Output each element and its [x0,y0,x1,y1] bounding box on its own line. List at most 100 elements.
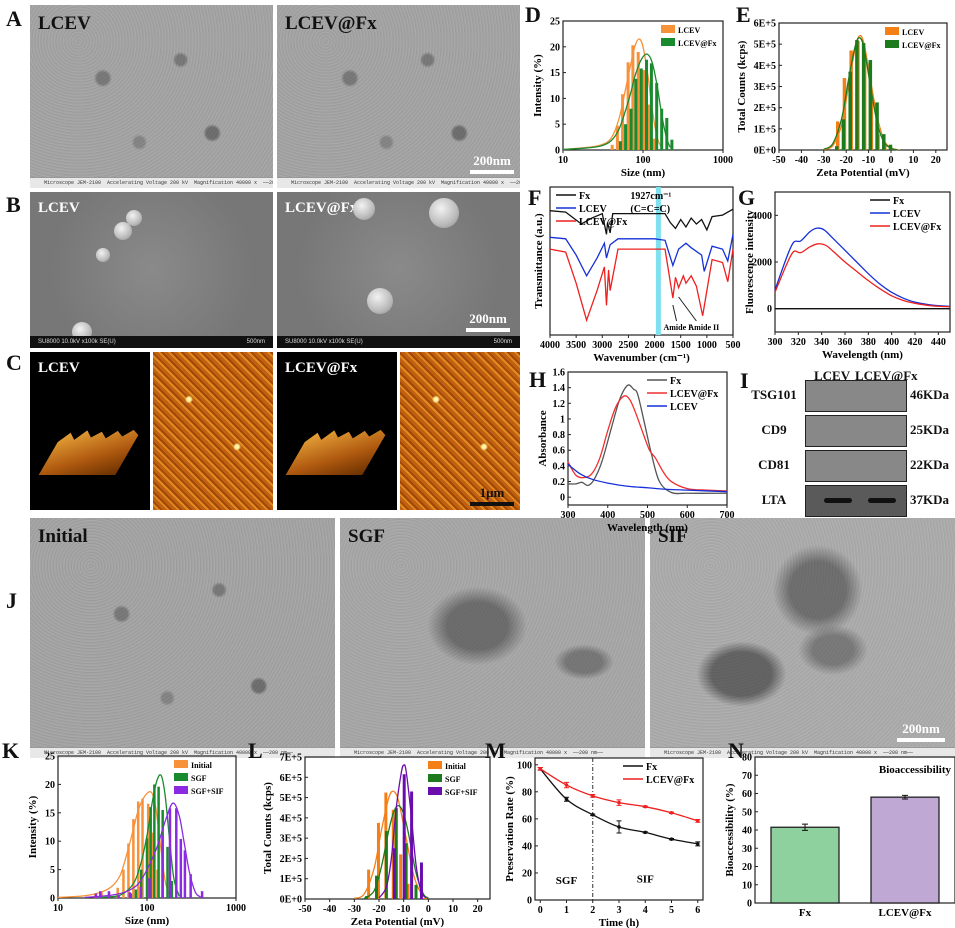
info-magnification: Magnification 40000 x [814,750,878,756]
error-bar [537,766,543,771]
y-axis-label: Bioaccessibility (%) [724,783,736,877]
blot-lta [805,485,907,517]
bar [107,891,111,898]
bar [414,884,418,899]
x-tick-label: 500 [726,340,741,351]
bar [399,854,403,899]
x-tick-label: 1000 [697,340,717,351]
image-label: SGF [348,526,385,547]
x-tick-label: 440 [931,337,946,348]
legend-swatch [885,40,899,48]
legend-label: SGF+SIF [445,788,478,797]
series-lcev [562,38,663,151]
annotation: SIF [637,873,654,885]
microscope-info-bar: Microscope JEM-2100 Accelerating Voltage … [650,747,955,758]
y-tick-label: 5 [50,865,55,876]
bar [645,59,649,151]
y-tick-label: 1.4 [553,383,566,394]
x-tick-label: 4 [643,905,648,916]
y-tick-label: 1.2 [553,399,566,410]
error-bar [669,837,674,841]
bar [139,886,143,898]
bar [868,60,873,150]
chart-k: 0 5 10 15 20 25 10 100 1000 Size (nm) Intensity (%… [27,752,246,928]
error-bar [564,796,569,802]
x-axis-label: Time (h) [599,917,640,928]
y-tick-label: 6E+5 [754,19,776,30]
legend-swatch [661,25,675,33]
y-tick-label: 10 [742,880,752,891]
x-tick-label: 4000 [540,340,560,351]
scale-bar-label: 200nm [469,311,507,326]
bar [642,70,646,150]
image-label: LCEV [38,200,80,216]
legend-label: LCEV [893,209,922,220]
x-tick-label: 400 [884,337,899,348]
bar [615,125,619,150]
legend-label: SGF+SIF [191,787,224,796]
scale-bar: 200nm [466,311,510,332]
info-scale: ——200 nm—— [883,750,914,756]
series-lcev-fx [537,766,701,823]
legend-label: Fx [579,191,590,202]
sem-info: SU8000 10.0kV x100k SE(U) [285,339,363,345]
y-tick-label: 50 [742,807,752,818]
bar [423,897,427,899]
y-tick-label: 80 [522,787,532,798]
chart-f: 4000 3500 3000 2500 2000 1500 1000 500 Wavenumbe… [533,186,741,364]
y-tick-label: 1E+5 [280,874,302,885]
series-line [549,248,734,323]
bar [384,831,388,899]
y-tick-label: 80 [742,753,752,764]
y-tick-label: 30 [742,844,752,855]
x-tick-label: -10 [397,904,410,915]
blot-column-label: LCEV [814,368,851,383]
x-tick-label: 3000 [592,340,612,351]
info-scale: ——200 nm—— [263,750,294,756]
blot-size-label: 37KDa [910,492,949,507]
annotation-arrow [672,296,697,322]
x-tick-label: -40 [323,904,336,915]
bar [139,869,143,898]
info-voltage: Accelerating Voltage 200 kV [107,750,189,756]
info-voltage: Accelerating Voltage 200 kV [727,750,809,756]
tem-image-sgf: SGF Microscope JEM-2100 Accelerating Volt… [340,518,645,758]
y-tick-label: 4000 [752,211,772,222]
panel-label-e: E [736,2,751,27]
x-tick-label: 300 [768,337,783,348]
y-axis-label: Absorbance [537,410,549,466]
y-tick-label: 3E+5 [754,82,776,93]
legend-label: LCEV@Fx [902,41,941,50]
panel-label-h: H [529,367,547,392]
legend-label: Fx [670,376,681,387]
series-line [567,463,728,493]
series-lcev-fx [774,243,951,308]
bar [189,874,192,898]
series-lcev-fx [567,395,728,492]
image-label: Initial [38,526,88,547]
bar [660,108,664,150]
x-tick-label: -10 [862,155,875,166]
x-tick-label: 10 [558,155,568,166]
fit-curve [354,790,429,900]
panel-label-k: K [2,738,20,763]
bar [376,822,380,899]
info-voltage: Accelerating Voltage 200 kV [417,750,499,756]
y-axis-label: Fluorescence intensity [744,210,756,314]
y-tick-label: 0 [555,146,560,157]
x-tick-label: 10 [448,904,458,915]
plot-frame [774,191,951,333]
x-tick-label: 340 [814,337,829,348]
x-tick-label: 1500 [671,340,691,351]
error-bar [616,820,622,834]
x-tick-label: 2500 [618,340,638,351]
bar [404,843,408,899]
legend-swatch [661,38,675,46]
error-bar [695,841,701,847]
series-line [549,234,734,278]
x-axis-label: Wavenumber (cm⁻¹) [593,352,690,364]
bar [665,118,669,150]
annotation: (C=C=C) [630,204,670,215]
blot-size-label: 22KDa [910,457,949,472]
scale-bar-label: 200nm [902,721,940,736]
